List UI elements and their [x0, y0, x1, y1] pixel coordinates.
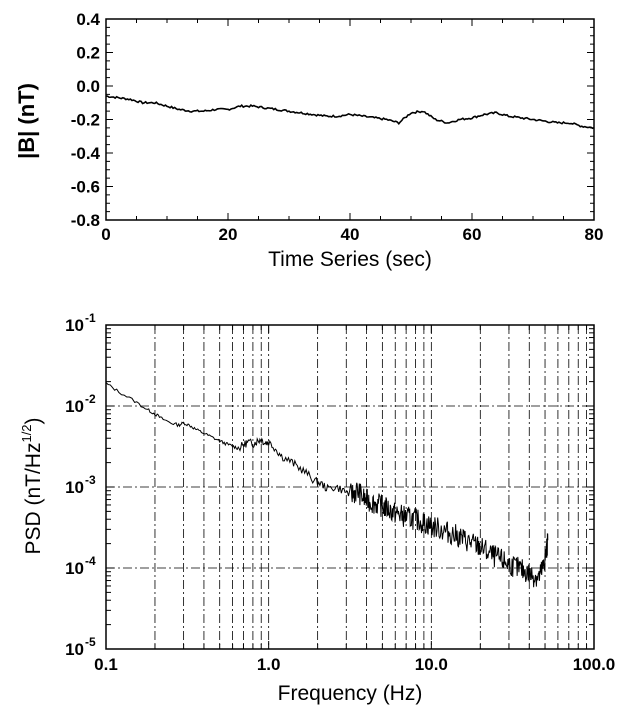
y-tick-label-exponent: -3 [85, 473, 96, 487]
psd-y-axis-title: PSD (nT/Hz1/2) [19, 417, 45, 554]
psd-x-tick-labels: 0.1 1.0 10.0 100.0 [94, 655, 615, 674]
x-tick-label: 100.0 [573, 655, 616, 674]
x-tick-label: 0 [101, 225, 110, 244]
y-tick-label: 10 [65, 397, 84, 416]
y-tick-label: 10 [65, 640, 84, 659]
y-tick-label: -0.2 [71, 111, 100, 130]
y-tick-label-exponent: -4 [85, 554, 96, 568]
psd-y-tick-labels: 10-110-210-310-410-5 [65, 311, 96, 659]
time-series-axis-ticks [105, 18, 595, 221]
y-tick-label: 0.0 [76, 77, 100, 96]
y-tick-label: -0.8 [71, 211, 100, 230]
psd-grid [106, 325, 594, 649]
time-series-plot-frame [105, 18, 595, 221]
time-series-panel: 0 20 40 60 80 0.4 0.2 0.0 -0.2 -0.4 -0.6 -0.8 Time… [14, 10, 603, 271]
x-tick-label: 0.1 [94, 655, 118, 674]
y-tick-label-exponent: -1 [85, 311, 96, 325]
psd-x-axis-title: Frequency (Hz) [278, 682, 423, 705]
psd-y-axis-title-close: ) [22, 417, 45, 424]
time-series-y-tick-labels: 0.4 0.2 0.0 -0.2 -0.4 -0.6 -0.8 [71, 10, 101, 230]
y-tick-label: -0.6 [71, 178, 100, 197]
psd-y-axis-title-exponent: 1/2 [19, 424, 34, 442]
time-series-x-axis-title: Time Series (sec) [268, 248, 432, 271]
time-series-line [105, 95, 595, 130]
x-tick-label: 20 [219, 225, 238, 244]
y-tick-label-exponent: -2 [85, 392, 96, 406]
y-tick-label: 0.4 [76, 10, 100, 29]
psd-panel: 0.1 1.0 10.0 100.0 10-110-210-310-410-5 Fre… [19, 311, 615, 705]
x-tick-label: 10.0 [415, 655, 448, 674]
y-tick-label: 10 [65, 316, 84, 335]
psd-axis-ticks [105, 325, 594, 650]
time-series-x-tick-labels: 0 20 40 60 80 [101, 225, 603, 244]
y-tick-label: 0.2 [76, 44, 100, 63]
x-tick-label: 1.0 [257, 655, 281, 674]
psd-y-axis-title-main: PSD (nT/Hz [22, 443, 45, 555]
x-tick-label: 80 [585, 225, 604, 244]
psd-spectrum-line [105, 382, 549, 588]
y-tick-label: -0.4 [71, 144, 101, 163]
y-tick-label: 10 [65, 559, 84, 578]
y-tick-label-exponent: -5 [85, 635, 96, 649]
x-tick-label: 60 [463, 225, 482, 244]
time-series-y-axis-title: |B| (nT) [14, 83, 39, 159]
y-tick-label: 10 [65, 478, 84, 497]
x-tick-label: 40 [341, 225, 360, 244]
